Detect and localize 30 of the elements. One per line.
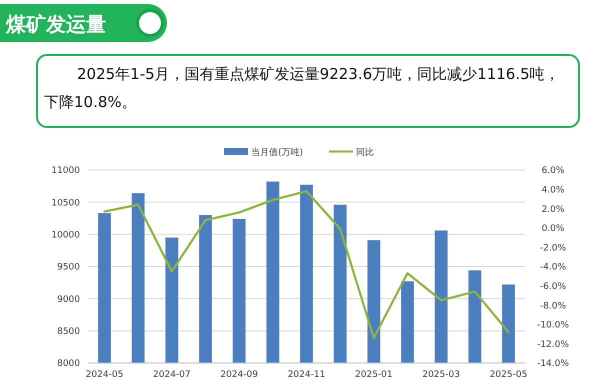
legend-label: 当月值(万吨) <box>251 147 304 158</box>
line-series <box>103 190 510 340</box>
y-tick-label: 8500 <box>57 326 80 337</box>
x-tick-label: 2024-11 <box>288 370 326 380</box>
y2-tick-label: 2.0% <box>542 204 565 215</box>
y2-tick-label: 6.0% <box>542 166 565 176</box>
x-tick-label: 2024-07 <box>153 370 191 380</box>
y2-tick-label: -6.0% <box>540 282 566 292</box>
legend-label: 同比 <box>356 147 374 158</box>
chart-title: 煤矿发运量 <box>5 12 106 36</box>
y-tick-label: 9500 <box>57 262 80 273</box>
y2-tick-label: -12.0% <box>537 340 570 350</box>
x-tick-label: 2025-05 <box>490 370 528 380</box>
y-tick-label: 8000 <box>57 359 80 370</box>
y2-tick-label: -4.0% <box>540 262 566 273</box>
y-tick-label: 11000 <box>51 166 80 176</box>
y2-tick-label: -10.0% <box>537 320 570 331</box>
x-tick-label: 2025-03 <box>422 370 460 380</box>
y2-tick-label: -2.0% <box>540 243 566 254</box>
text: 2025年1-5月，国有重点煤矿发运量9223.6万吨，同比减少1116.5吨，下降10.8%。 <box>44 64 561 113</box>
x-tick-label: 2025-01 <box>355 370 393 380</box>
y2-tick-label: 0.0% <box>542 224 565 234</box>
x-tick-label: 2024-05 <box>86 370 124 380</box>
y2-tick-label: -8.0% <box>540 301 566 312</box>
x-tick-label: 2024-09 <box>220 370 258 380</box>
y-tick-label: 10000 <box>51 230 80 240</box>
y-tick-label: 10500 <box>51 198 80 208</box>
y2-tick-label: 4.0% <box>542 185 565 196</box>
y2-tick-label: -14.0% <box>537 359 570 370</box>
y-tick-label: 9000 <box>57 294 80 305</box>
